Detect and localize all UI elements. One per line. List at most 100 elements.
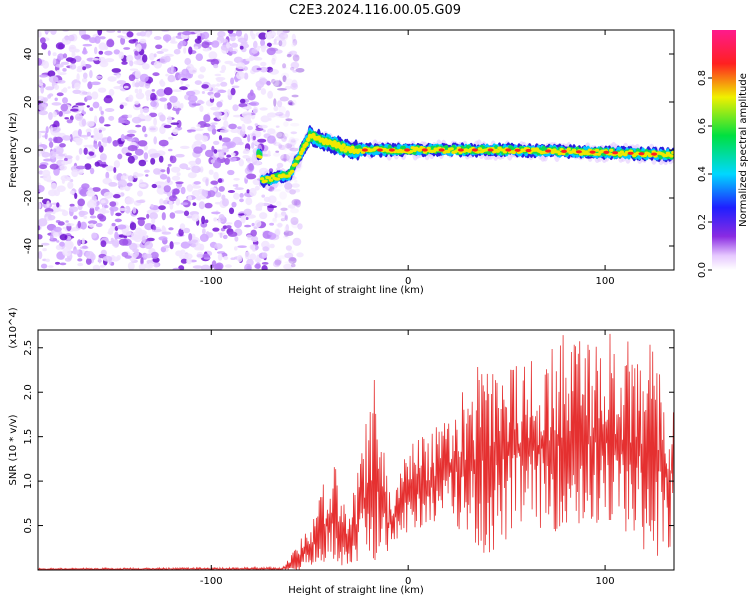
noise-blob (279, 191, 287, 200)
noise-blob (123, 235, 128, 239)
noise-blob (98, 56, 106, 62)
noise-blob (72, 130, 80, 139)
noise-blob (217, 30, 226, 38)
noise-blob (56, 240, 60, 243)
noise-blob (76, 67, 83, 73)
noise-blob (225, 225, 232, 229)
noise-blob (49, 125, 53, 134)
noise-region (38, 30, 305, 270)
noise-blob (184, 57, 191, 66)
noise-blob (210, 180, 219, 185)
noise-blob (151, 183, 158, 189)
track-band (417, 148, 422, 152)
track-band (566, 147, 571, 151)
noise-blob (278, 79, 282, 87)
noise-blob (295, 55, 299, 58)
noise-blob (217, 178, 223, 183)
track-band (297, 155, 302, 159)
noise-blob (39, 74, 48, 78)
noise-blob (262, 129, 266, 133)
noise-blob (273, 80, 283, 87)
noise-blob (117, 30, 122, 33)
noise-blob (243, 208, 252, 216)
spectrogram-x-ticks: -100 0 100 (200, 30, 615, 287)
noise-blob (261, 194, 266, 198)
noise-blob (290, 217, 299, 225)
noise-blob (283, 230, 294, 236)
noise-blob (273, 152, 281, 157)
noise-blob (93, 115, 98, 124)
noise-blob (161, 212, 166, 221)
noise-blob (86, 120, 95, 127)
noise-blob (83, 136, 88, 140)
noise-blob (207, 126, 213, 132)
noise-blob (171, 166, 181, 173)
noise-blob (46, 200, 50, 208)
noise-blob (214, 73, 222, 77)
noise-blob (50, 182, 57, 190)
noise-blob (256, 45, 260, 52)
noise-blob (208, 169, 214, 175)
noise-blob (129, 222, 137, 231)
noise-blob (272, 260, 281, 268)
noise-blob (194, 128, 204, 132)
noise-blob (40, 37, 46, 44)
noise-blob (170, 41, 178, 44)
noise-blob (75, 155, 80, 161)
noise-blob (126, 133, 135, 137)
noise-blob (55, 64, 64, 68)
noise-blob (280, 211, 287, 217)
noise-blob (191, 243, 197, 248)
noise-blob (169, 241, 174, 250)
noise-blob (273, 105, 279, 112)
noise-blob (242, 154, 250, 159)
snr-y-label: SNR (10 * v/v) (8, 414, 19, 485)
noise-blob (48, 137, 53, 142)
noise-blob (150, 251, 159, 260)
noise-blob (287, 102, 293, 106)
noise-blob (243, 72, 249, 80)
noise-blob (267, 205, 278, 209)
noise-blob (99, 106, 103, 112)
noise-blob (275, 111, 284, 117)
track-peak (361, 148, 368, 152)
snr-x-label: Height of straight line (km) (288, 585, 424, 596)
track-band (609, 148, 614, 152)
noise-blob (260, 115, 270, 123)
noise-blob (92, 264, 101, 270)
noise-blob (70, 58, 77, 64)
noise-blob (129, 242, 138, 251)
noise-blob (72, 89, 82, 95)
noise-blob (159, 80, 163, 85)
noise-blob (221, 137, 231, 143)
noise-blob (60, 103, 69, 112)
noise-blob (203, 189, 209, 198)
noise-blob (78, 105, 85, 111)
noise-blob (275, 125, 280, 128)
noise-blob (98, 50, 104, 55)
noise-blob (127, 261, 135, 270)
noise-blob (297, 223, 303, 230)
noise-blob (138, 263, 147, 270)
noise-blob (153, 136, 157, 145)
noise-blob (230, 36, 236, 42)
noise-blob (127, 138, 136, 142)
noise-blob (38, 131, 42, 139)
noise-blob (284, 230, 289, 238)
noise-blob (193, 146, 203, 154)
noise-blob (56, 69, 61, 73)
noise-blob (137, 140, 148, 147)
noise-blob (249, 244, 256, 251)
noise-blob (176, 172, 181, 177)
noise-blob (76, 73, 80, 81)
noise-blob (224, 60, 234, 65)
noise-blob (87, 220, 98, 225)
noise-blob (88, 151, 95, 156)
track-band (495, 149, 500, 153)
noise-blob (48, 75, 59, 83)
noise-blob (126, 54, 134, 63)
noise-blob (181, 68, 189, 76)
noise-blob (107, 76, 117, 82)
noise-blob (89, 167, 95, 175)
noise-blob (284, 78, 294, 86)
